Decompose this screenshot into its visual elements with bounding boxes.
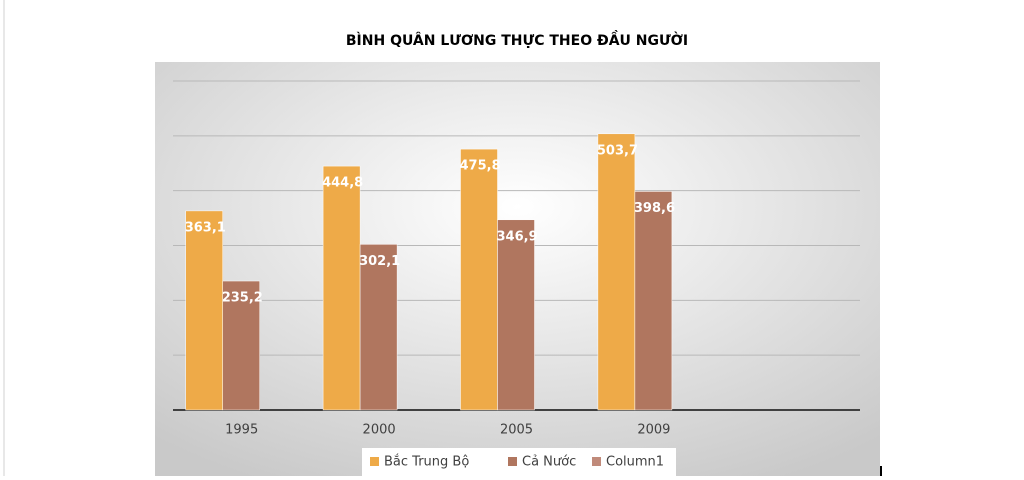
legend-label: Bắc Trung Bộ xyxy=(384,455,469,470)
data-label: 398,6 xyxy=(634,201,675,216)
bar xyxy=(460,148,498,411)
bar xyxy=(185,210,223,411)
data-label: 363,1 xyxy=(185,220,226,235)
x-tick-label: 2009 xyxy=(637,423,670,438)
cursor xyxy=(880,466,882,476)
bar xyxy=(359,244,398,411)
x-tick-label: 2005 xyxy=(500,423,533,438)
bar xyxy=(322,165,361,411)
legend-swatch xyxy=(592,457,601,466)
x-tick-label: 1995 xyxy=(225,423,258,438)
chart-title: BÌNH QUÂN LƯƠNG THỰC THEO ĐẦU NGƯỜI xyxy=(346,30,688,49)
bar xyxy=(222,280,260,411)
legend-label: Cả Nước xyxy=(522,455,576,470)
data-label: 475,8 xyxy=(460,159,501,174)
data-label: 235,2 xyxy=(222,291,263,306)
bar xyxy=(497,219,535,411)
data-label: 503,7 xyxy=(597,143,638,158)
legend-swatch xyxy=(508,457,517,466)
x-tick-label: 2000 xyxy=(363,423,396,438)
data-label: 302,1 xyxy=(359,254,400,269)
bar xyxy=(597,133,636,411)
legend-swatch xyxy=(370,457,379,466)
legend-label: Column1 xyxy=(606,455,664,470)
data-label: 346,9 xyxy=(497,229,538,244)
bar xyxy=(634,191,673,411)
data-label: 444,8 xyxy=(322,176,363,191)
legend-box xyxy=(362,448,676,476)
